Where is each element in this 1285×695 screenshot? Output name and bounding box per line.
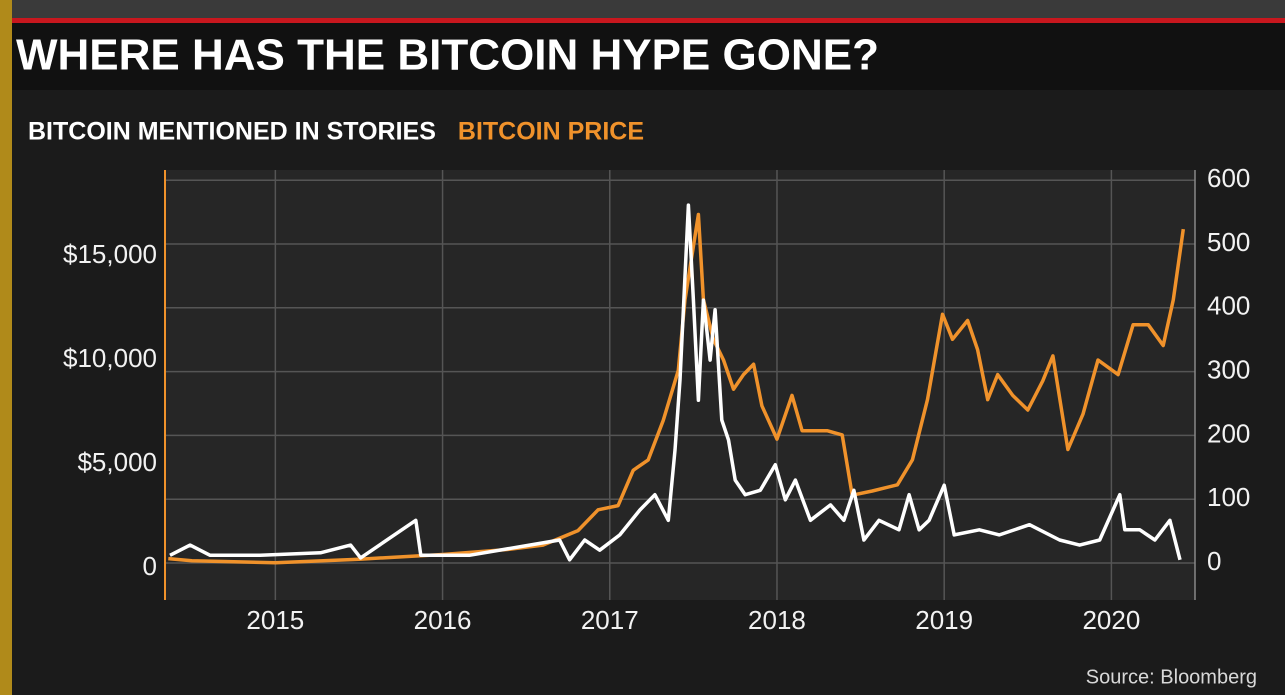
y2-tick-label: 500 — [1207, 227, 1250, 257]
x-tick-label: 2019 — [915, 605, 973, 635]
x-tick-label: 2015 — [246, 605, 304, 635]
y2-tick-label: 100 — [1207, 482, 1250, 512]
x-tick-label: 2017 — [581, 605, 639, 635]
x-tick-label: 2016 — [414, 605, 472, 635]
x-tick-label: 2018 — [748, 605, 806, 635]
series-line — [169, 203, 1182, 562]
y2-tick-label: 300 — [1207, 354, 1250, 384]
y-tick-label: $15,000 — [63, 239, 157, 269]
red-rule — [12, 18, 1285, 23]
x-tick-label: 2020 — [1082, 605, 1140, 635]
legend-entry: BITCOIN PRICE — [458, 118, 644, 146]
top-strip — [0, 0, 1285, 18]
chart-title: WHERE HAS THE BITCOIN HYPE GONE? — [16, 31, 879, 80]
y-tick-label: 0 — [143, 551, 157, 581]
y-tick-label: $10,000 — [63, 343, 157, 373]
y2-tick-label: 400 — [1207, 291, 1250, 321]
legend-entry: BITCOIN MENTIONED IN STORIES — [28, 118, 436, 146]
left-strip — [0, 0, 12, 695]
y-tick-label: $5,000 — [77, 447, 157, 477]
title-band — [12, 23, 1285, 90]
y2-tick-label: 200 — [1207, 418, 1250, 448]
y2-tick-label: 0 — [1207, 546, 1221, 576]
source: Source: Bloomberg — [1086, 666, 1257, 688]
series-line — [168, 212, 1186, 565]
y2-tick-label: 600 — [1207, 163, 1250, 193]
